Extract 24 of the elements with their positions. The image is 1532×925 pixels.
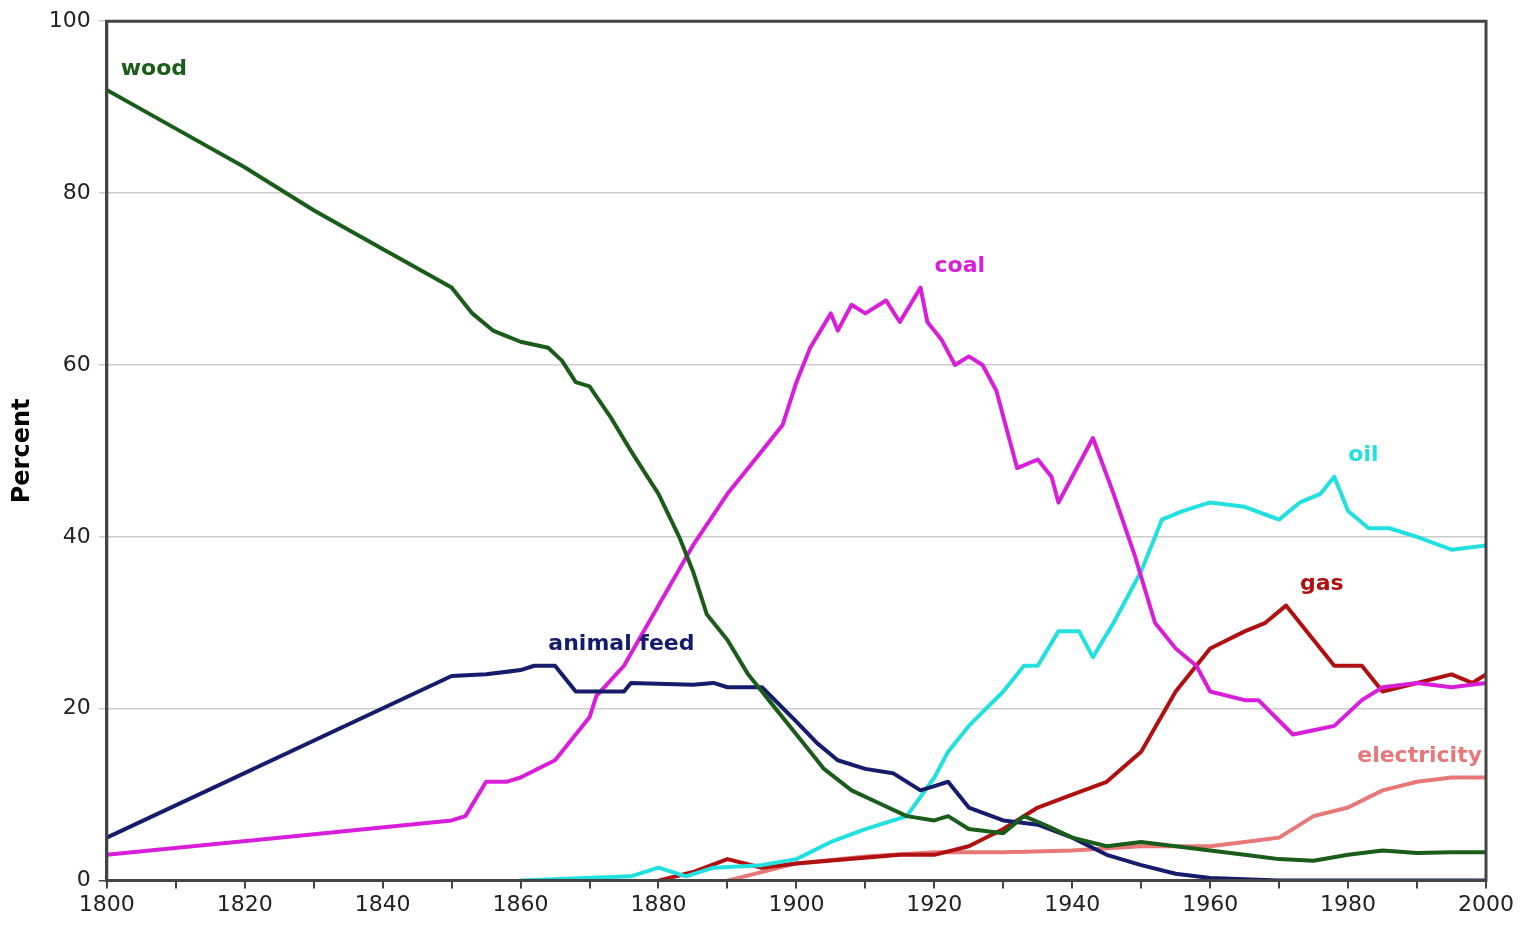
- series-label: electricity: [1357, 742, 1483, 768]
- y-tick-label: 40: [62, 522, 91, 548]
- y-tick-label: 100: [48, 6, 91, 32]
- x-tick-label: 1900: [768, 890, 825, 916]
- series-label: coal: [934, 252, 986, 278]
- series-label: gas: [1300, 570, 1344, 596]
- y-axis-title: Percent: [6, 398, 35, 504]
- x-tick-label: 2000: [1458, 890, 1514, 916]
- y-tick-label: 80: [62, 178, 91, 204]
- series-label: wood: [120, 54, 188, 80]
- series-label: oil: [1348, 441, 1379, 467]
- y-tick-label: 20: [62, 694, 91, 720]
- x-tick-label: 1940: [1044, 890, 1101, 916]
- y-tick-label: 60: [62, 350, 91, 376]
- x-tick-label: 1800: [78, 890, 135, 916]
- series-label: animal feed: [548, 630, 695, 656]
- x-tick-label: 1880: [630, 890, 687, 916]
- x-tick-label: 1960: [1182, 890, 1239, 916]
- x-tick-label: 1980: [1320, 890, 1377, 916]
- x-tick-label: 1840: [354, 890, 411, 916]
- x-tick-label: 1820: [216, 890, 273, 916]
- y-tick-label: 0: [76, 866, 91, 892]
- x-tick-label: 1920: [906, 890, 963, 916]
- x-tick-label: 1860: [492, 890, 549, 916]
